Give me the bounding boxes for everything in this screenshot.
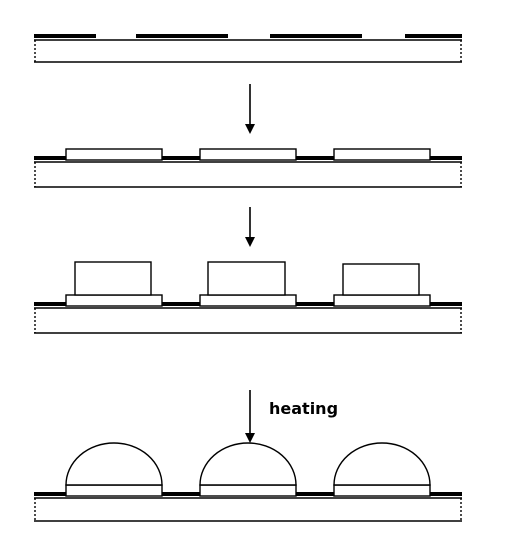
pedestal [333,484,431,497]
electrode [34,302,96,306]
pedestal [65,294,163,307]
electrode [405,156,462,160]
electrode [270,492,362,496]
step-1 [34,34,462,63]
electrode [405,492,462,496]
block [342,263,420,296]
pedestal [65,148,163,161]
step-4 [34,442,462,522]
step-2 [34,148,462,188]
pedestal [333,148,431,161]
electrode [405,34,462,38]
arrow-2 [245,207,255,247]
lens [199,442,297,486]
pedestal [199,484,297,497]
electrode [270,302,362,306]
substrate [34,497,462,522]
electrode [136,302,228,306]
block [74,261,152,296]
pedestal [333,294,431,307]
electrode [136,156,228,160]
electrode [136,492,228,496]
electrode [34,492,96,496]
lens [333,442,431,486]
block [207,261,286,296]
step-3 [34,261,462,334]
electrode [270,34,362,38]
arrow-1 [245,84,255,134]
lens [65,442,163,486]
pedestal [199,148,297,161]
substrate [34,39,462,63]
electrode [270,156,362,160]
arrow-3: heating [245,390,338,443]
pedestal [65,484,163,497]
pedestal [199,294,297,307]
substrate [34,161,462,188]
substrate [34,307,462,334]
electrode [405,302,462,306]
electrode [136,34,228,38]
heating-label: heating [269,399,338,418]
electrode [34,34,96,38]
electrode [34,156,96,160]
